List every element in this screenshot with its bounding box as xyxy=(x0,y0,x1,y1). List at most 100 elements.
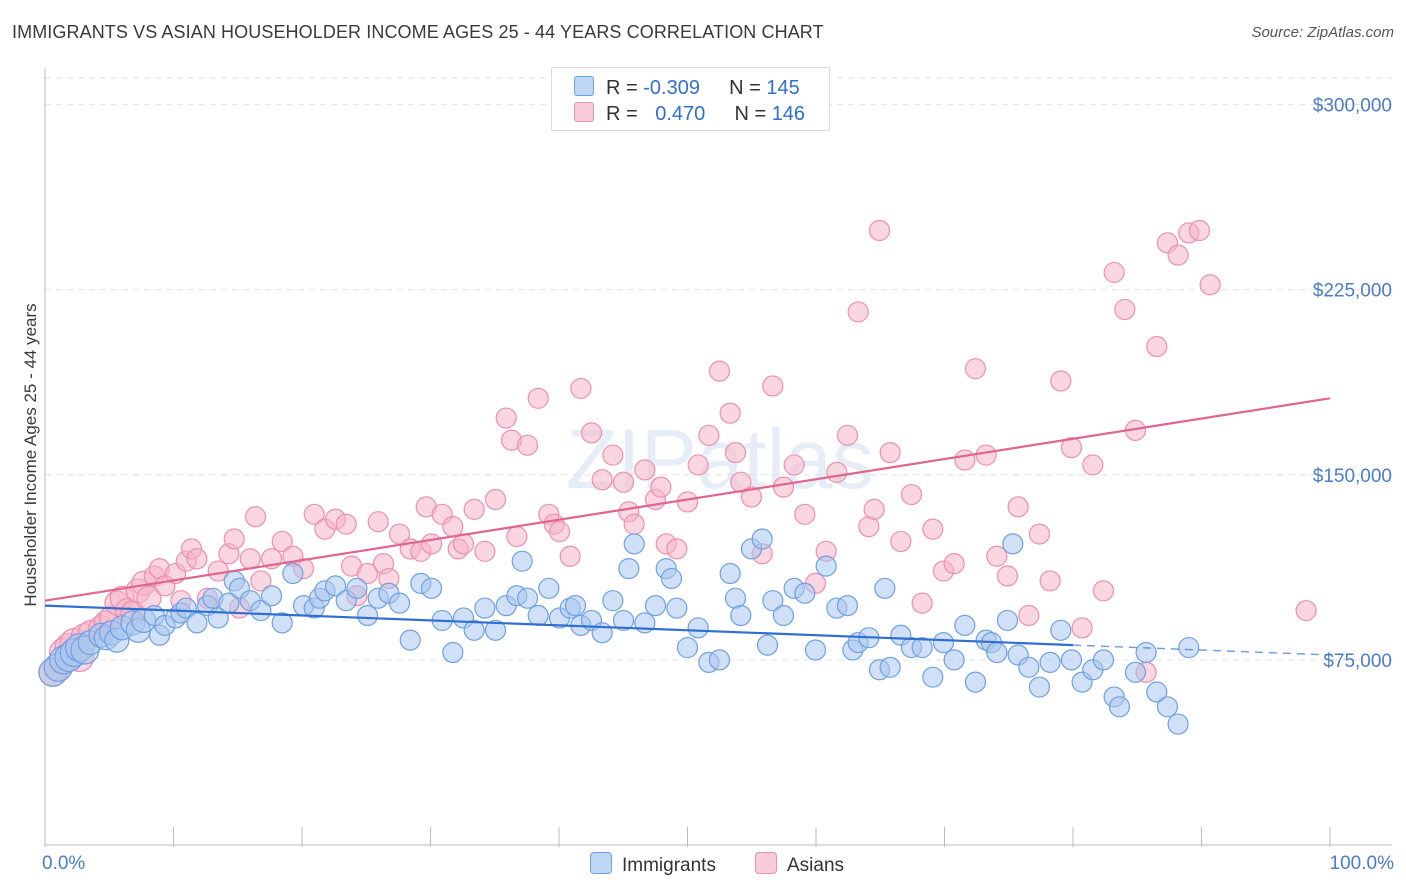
asians-point xyxy=(1060,437,1083,459)
legend-n-label: N = xyxy=(734,103,767,125)
asians-point xyxy=(772,476,795,498)
immigrants-point xyxy=(511,550,533,572)
asians-point xyxy=(1146,335,1168,358)
legend-swatch-asians xyxy=(574,102,594,122)
immigrants-point xyxy=(474,597,496,619)
asians-point xyxy=(527,387,549,409)
immigrants-point xyxy=(1002,533,1024,555)
asians-point xyxy=(420,533,443,555)
asians-point xyxy=(719,402,741,424)
asians-point xyxy=(244,506,267,528)
series-legend: Immigrants Asians xyxy=(0,852,1406,878)
asians-point xyxy=(1028,523,1051,545)
legend-n-value: 146 xyxy=(771,103,806,125)
immigrants-point xyxy=(516,587,539,609)
immigrants-point xyxy=(602,590,624,612)
asians-point xyxy=(1114,298,1136,321)
immigrants-point xyxy=(1050,619,1072,641)
y-tick-label: $75,000 xyxy=(1323,651,1392,672)
asians-point xyxy=(783,454,805,476)
immigrants-point xyxy=(271,612,293,634)
immigrants-point xyxy=(666,597,688,619)
immigrants-point xyxy=(388,592,411,614)
asians-point xyxy=(863,498,885,520)
asians-point xyxy=(591,469,613,491)
asians-point xyxy=(570,377,592,400)
asians-point xyxy=(1103,261,1125,284)
immigrants-point xyxy=(250,599,272,622)
immigrants-point xyxy=(660,567,683,590)
immigrants-point xyxy=(996,609,1019,632)
immigrants-point xyxy=(756,634,779,656)
asians-point xyxy=(1071,617,1093,639)
immigrants-point xyxy=(175,597,197,619)
immigrants-point xyxy=(1178,636,1200,659)
asians-point xyxy=(1082,454,1104,476)
immigrants-point xyxy=(874,577,896,599)
asians-point xyxy=(890,530,912,553)
immigrants-point xyxy=(356,604,379,627)
asians-point xyxy=(666,538,688,560)
immigrants-point xyxy=(964,671,987,693)
immigrants-point xyxy=(719,562,741,585)
immigrants-point xyxy=(346,577,368,599)
legend-row-immigrants: R = -0.309 N = 145 xyxy=(574,76,800,100)
asians-point xyxy=(303,503,325,525)
asians-point xyxy=(724,441,747,464)
legend-item-immigrants[interactable]: Immigrants xyxy=(590,852,716,877)
immigrants-point xyxy=(420,577,443,599)
immigrants-point xyxy=(1156,696,1179,718)
asians-point xyxy=(516,434,539,456)
asians-point xyxy=(650,476,672,498)
asians-point xyxy=(1295,599,1317,622)
asians-point xyxy=(900,483,923,506)
asians-point xyxy=(943,553,965,575)
asians-point xyxy=(602,444,624,466)
x-tick-label: 0.0% xyxy=(42,853,85,874)
asians-point xyxy=(1167,244,1189,266)
immigrants-point xyxy=(730,604,752,627)
asians-point xyxy=(868,219,891,242)
asians-point xyxy=(687,454,709,476)
immigrants-point xyxy=(1146,681,1168,703)
asians-point xyxy=(954,449,976,471)
asians-point xyxy=(442,516,464,538)
asians-point xyxy=(356,562,379,585)
y-tick-label: $150,000 xyxy=(1313,466,1392,487)
asians-point xyxy=(708,360,731,382)
immigrants-point xyxy=(644,595,667,617)
immigrants-point xyxy=(986,641,1008,664)
legend-r-label: R = xyxy=(606,77,638,99)
immigrants-point xyxy=(1108,696,1131,718)
asians-point xyxy=(367,511,389,533)
asians-point xyxy=(250,570,272,592)
asians-point xyxy=(740,486,763,508)
immigrants-point xyxy=(954,614,976,636)
immigrants-point xyxy=(879,656,901,678)
asians-point xyxy=(698,424,720,446)
immigrants-point xyxy=(527,604,549,627)
immigrants-point xyxy=(484,619,507,641)
y-tick-label: $225,000 xyxy=(1313,281,1392,302)
legend-item-label: Immigrants xyxy=(622,855,716,876)
asians-point xyxy=(484,488,507,511)
asians-point xyxy=(847,301,869,323)
legend-swatch-immigrants xyxy=(574,76,594,96)
asians-point xyxy=(836,424,859,446)
asians-point xyxy=(463,498,485,520)
asians-trend-line xyxy=(44,397,1331,602)
legend-n-label: N = xyxy=(729,77,761,99)
asians-point xyxy=(1199,274,1221,296)
asians-point xyxy=(676,491,699,513)
immigrants-point xyxy=(1167,713,1189,735)
asians-point xyxy=(506,525,528,548)
legend-item-asians[interactable]: Asians xyxy=(755,852,844,877)
immigrants-point xyxy=(794,582,816,604)
asians-point xyxy=(762,375,784,397)
asians-point xyxy=(1039,570,1061,592)
asians-point xyxy=(1050,370,1072,392)
immigrants-point xyxy=(751,528,773,550)
immigrants-point xyxy=(282,562,304,585)
asians-point xyxy=(911,592,933,614)
